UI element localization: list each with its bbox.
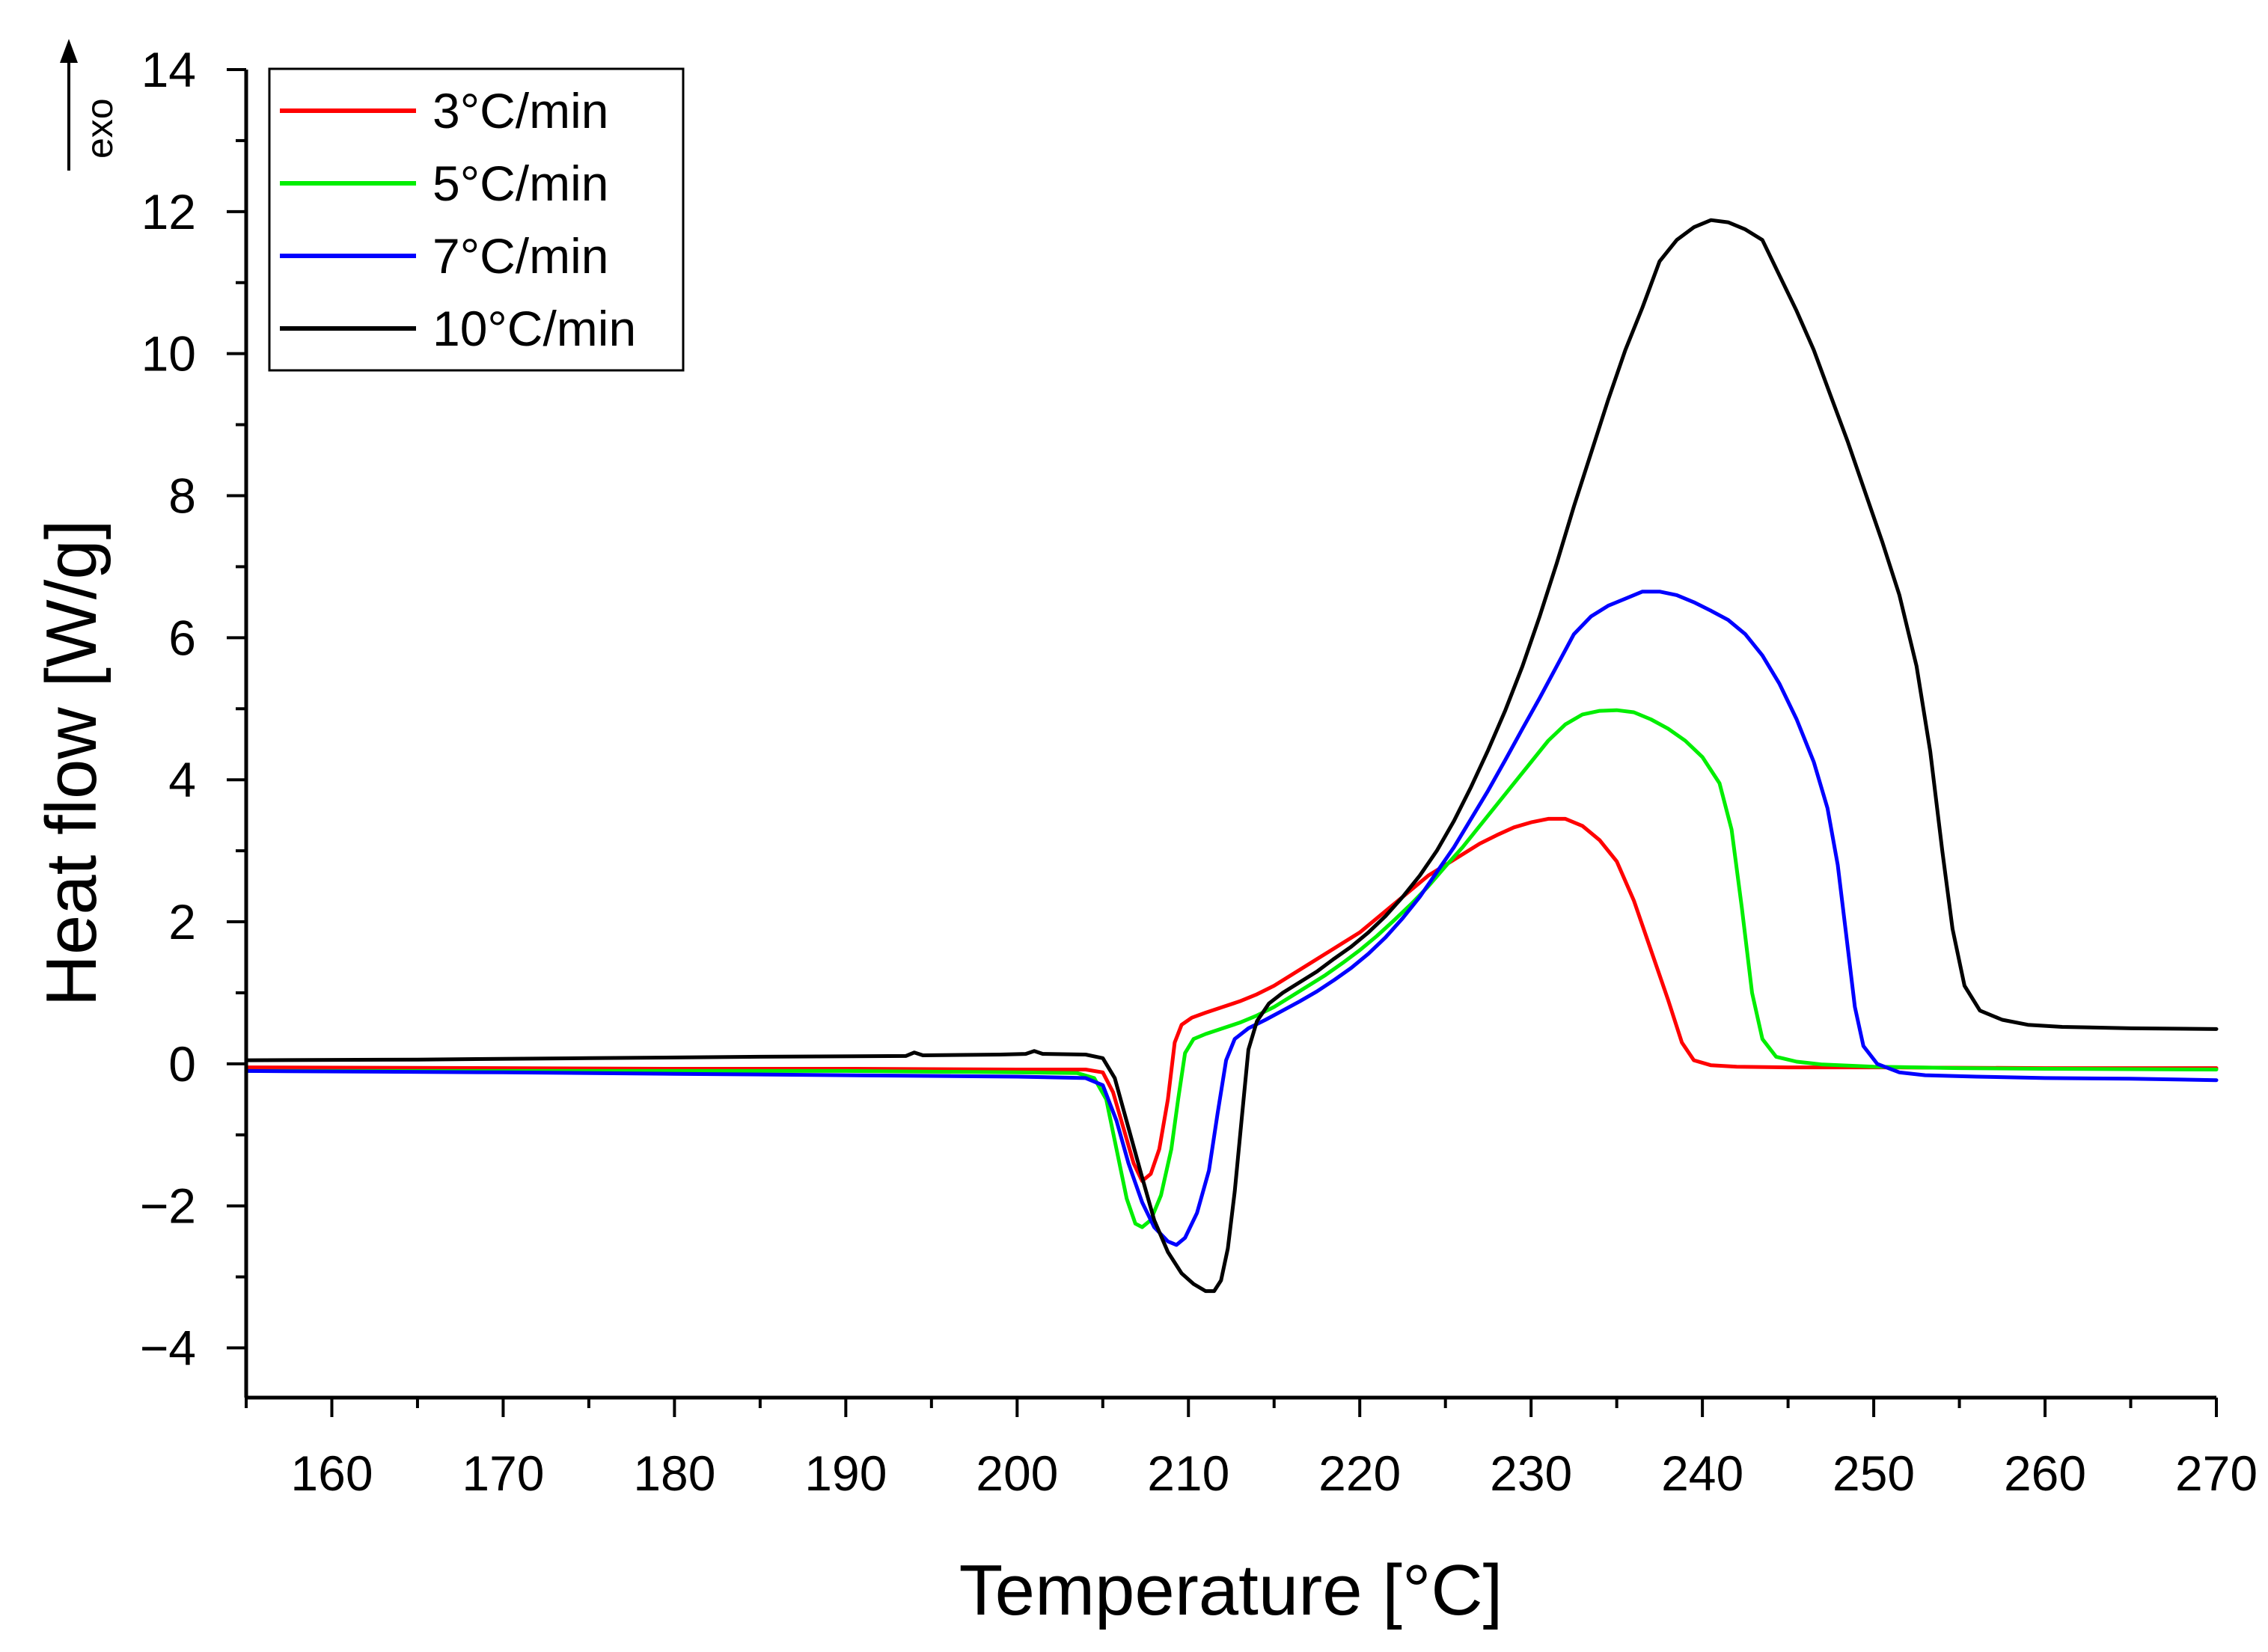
y-axis-title: Heat flow [W/g]	[31, 520, 111, 1007]
series-line-3	[244, 218, 2219, 1294]
legend-box	[268, 67, 685, 372]
y-ticks: −4 −2 0 2 4 6 8 10 12 14	[140, 42, 246, 1376]
y-tick-label: −2	[140, 1178, 196, 1234]
exo-label: exo	[79, 98, 120, 159]
y-tick-label: 4	[168, 752, 196, 807]
x-ticks: 160 170 180 190 200 210 220 230 240 250 260 270	[245, 1398, 2258, 1501]
y-tick-label: −4	[140, 1321, 196, 1376]
y-tick-label: 10	[141, 326, 196, 382]
exo-arrow-icon	[60, 39, 78, 63]
series-line-0	[244, 816, 2219, 1183]
x-axis-title: Temperature [°C]	[959, 1550, 1503, 1630]
y-tick-label: 8	[168, 468, 196, 524]
x-tick-label: 260	[2004, 1446, 2086, 1501]
x-tick-label: 210	[1147, 1446, 1229, 1501]
x-tick-label: 220	[1318, 1446, 1401, 1501]
y-tick-label: 14	[141, 42, 196, 97]
legend: 3°C/min 5°C/min 7°C/min 10°C/min	[268, 67, 685, 372]
y-tick-label: 12	[141, 184, 196, 239]
y-tick-label: 6	[168, 610, 196, 665]
y-tick-label: 0	[168, 1036, 196, 1092]
x-tick-label: 180	[633, 1446, 715, 1501]
x-tick-label: 230	[1490, 1446, 1572, 1501]
x-tick-label: 250	[1833, 1446, 1915, 1501]
legend-label-0: 3°C/min	[432, 83, 608, 138]
x-tick-label: 240	[1661, 1446, 1743, 1501]
legend-label-3: 10°C/min	[432, 301, 636, 356]
series-line-1	[244, 708, 2219, 1229]
x-tick-label: 270	[2175, 1446, 2258, 1501]
series-layer	[244, 218, 2219, 1294]
x-tick-label: 170	[462, 1446, 544, 1501]
x-tick-label: 190	[804, 1446, 887, 1501]
exo-indicator: exo	[60, 39, 120, 171]
legend-label-2: 7°C/min	[432, 228, 608, 284]
legend-label-1: 5°C/min	[432, 156, 608, 211]
x-tick-label: 200	[976, 1446, 1058, 1501]
y-tick-label: 2	[168, 894, 196, 949]
x-tick-label: 160	[290, 1446, 373, 1501]
